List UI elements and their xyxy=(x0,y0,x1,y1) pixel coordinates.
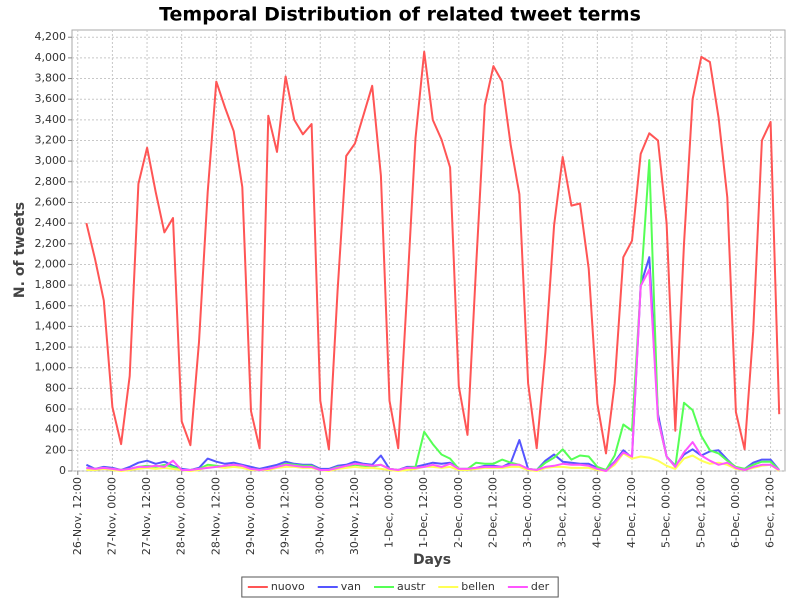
legend-label: nuovo xyxy=(271,580,305,593)
y-tick-label: 400 xyxy=(45,423,66,436)
y-tick-label: 4,200 xyxy=(35,30,67,43)
y-tick-label: 2,000 xyxy=(35,257,67,270)
y-tick-label: 0 xyxy=(59,464,66,477)
x-tick-label: 1-Dec, 00:00 xyxy=(383,477,396,548)
x-tick-label: 27-Nov, 12:00 xyxy=(140,477,153,555)
y-tick-label: 1,000 xyxy=(35,361,67,374)
y-tick-label: 1,600 xyxy=(35,299,67,312)
y-tick-label: 3,400 xyxy=(35,113,67,126)
y-axis-title: N. of tweets xyxy=(12,202,28,298)
x-tick-label: 30-Nov, 00:00 xyxy=(313,477,326,555)
y-tick-label: 200 xyxy=(45,443,66,456)
x-tick-label: 6-Dec, 00:00 xyxy=(729,477,742,548)
y-tick-label: 1,400 xyxy=(35,319,67,332)
x-tick-label: 2-Dec, 12:00 xyxy=(486,477,499,548)
x-tick-label: 1-Dec, 12:00 xyxy=(417,477,430,548)
y-tick-label: 2,600 xyxy=(35,195,67,208)
x-tick-label: 26-Nov, 12:00 xyxy=(71,477,84,555)
y-tick-label: 3,000 xyxy=(35,154,67,167)
x-tick-label: 3-Dec, 00:00 xyxy=(521,477,534,548)
x-tick-label: 30-Nov, 12:00 xyxy=(348,477,361,555)
x-axis-title: Days xyxy=(413,552,451,568)
legend-box xyxy=(241,576,559,598)
x-tick-label: 28-Nov, 00:00 xyxy=(175,477,188,555)
legend-label: austr xyxy=(397,580,426,593)
plot-area xyxy=(71,29,786,472)
legend-label: van xyxy=(341,580,361,593)
y-tick-label: 1,800 xyxy=(35,278,67,291)
legend-label: der xyxy=(531,580,550,593)
y-tick-label: 2,400 xyxy=(35,216,67,229)
chart-title: Temporal Distribution of related tweet t… xyxy=(159,4,641,26)
x-tick-label: 5-Dec, 12:00 xyxy=(694,477,707,548)
y-tick-label: 2,200 xyxy=(35,237,67,250)
x-tick-label: 29-Nov, 12:00 xyxy=(279,477,292,555)
y-tick-label: 3,800 xyxy=(35,72,67,85)
y-tick-label: 1,200 xyxy=(35,340,67,353)
series-line xyxy=(86,268,780,472)
x-tick-label: 4-Dec, 12:00 xyxy=(625,477,638,548)
y-tick-label: 600 xyxy=(45,402,66,415)
series-line xyxy=(85,50,781,455)
legend-label: bellen xyxy=(461,580,495,593)
x-tick-label: 4-Dec, 00:00 xyxy=(590,477,603,548)
x-tick-label: 2-Dec, 00:00 xyxy=(452,477,465,548)
x-tick-label: 5-Dec, 00:00 xyxy=(660,477,673,548)
x-tick-label: 28-Nov, 12:00 xyxy=(209,477,222,555)
y-tick-label: 3,200 xyxy=(35,134,67,147)
y-tick-label: 4,000 xyxy=(35,51,67,64)
x-tick-label: 3-Dec, 12:00 xyxy=(556,477,569,548)
y-tick-label: 3,600 xyxy=(35,92,67,105)
y-tick-label: 800 xyxy=(45,381,66,394)
x-tick-label: 6-Dec, 12:00 xyxy=(764,477,777,548)
x-tick-label: 27-Nov, 00:00 xyxy=(105,477,118,555)
y-tick-label: 2,800 xyxy=(35,175,67,188)
legend: nuovo van austr bellen der xyxy=(241,576,559,598)
x-tick-label: 29-Nov, 00:00 xyxy=(244,477,257,555)
